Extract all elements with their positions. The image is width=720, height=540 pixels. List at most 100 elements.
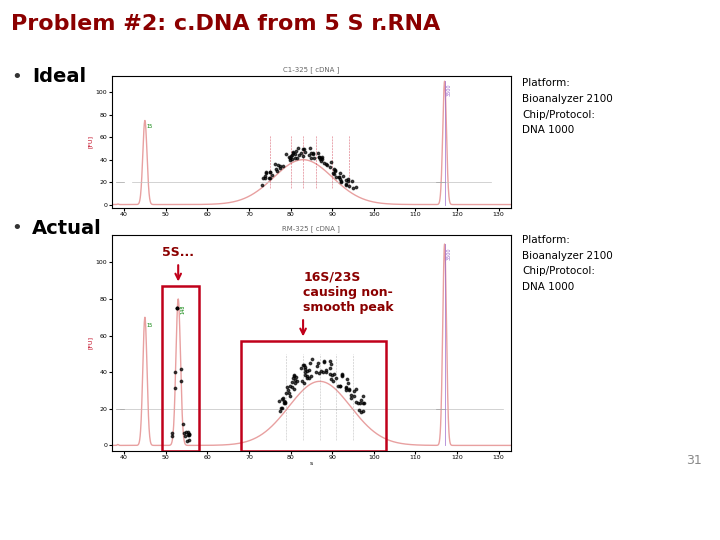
- Point: [315, 154, 326, 163]
- Point: [315, 157, 327, 166]
- Point: [277, 162, 289, 171]
- Point: [334, 382, 346, 390]
- Point: [301, 374, 312, 382]
- Point: [329, 166, 341, 174]
- Point: [284, 156, 295, 165]
- Point: [283, 388, 294, 397]
- Point: [333, 173, 345, 182]
- Point: [324, 357, 336, 366]
- Point: [175, 364, 186, 373]
- Point: [281, 382, 292, 391]
- Point: [312, 148, 324, 157]
- Point: [305, 154, 316, 163]
- Text: RM-325 [ cDNA ]: RM-325 [ cDNA ]: [282, 226, 341, 232]
- Point: [313, 153, 325, 161]
- Point: [295, 363, 307, 372]
- Point: [341, 374, 353, 383]
- Point: [280, 388, 292, 397]
- Point: [335, 178, 346, 186]
- Point: [357, 392, 369, 401]
- Text: 16S/23S
causing non-
smooth peak: 16S/23S causing non- smooth peak: [303, 271, 394, 314]
- Point: [356, 407, 368, 415]
- Point: [183, 430, 194, 438]
- Point: [343, 384, 355, 393]
- Point: [304, 365, 315, 374]
- Point: [334, 382, 346, 390]
- Point: [299, 362, 310, 371]
- Point: [335, 176, 346, 185]
- Point: [278, 397, 289, 406]
- Point: [301, 372, 312, 380]
- Point: [183, 429, 194, 438]
- Point: [325, 375, 336, 383]
- Point: [184, 436, 195, 444]
- Point: [298, 144, 310, 153]
- Point: [277, 393, 289, 402]
- Point: [166, 429, 178, 437]
- Point: [346, 176, 358, 185]
- Point: [343, 379, 354, 387]
- Point: [357, 399, 369, 407]
- Point: [350, 384, 361, 393]
- Point: [288, 372, 300, 381]
- Point: [301, 367, 312, 375]
- Point: [264, 168, 276, 177]
- Point: [345, 391, 356, 400]
- Point: [265, 168, 276, 177]
- Point: [340, 386, 351, 394]
- Point: [352, 399, 364, 407]
- Point: [355, 407, 366, 416]
- Point: [292, 153, 303, 162]
- Point: [351, 398, 362, 407]
- Point: [286, 151, 297, 159]
- Point: [178, 429, 189, 437]
- Text: Problem #2: c.DNA from 5 S r.RNA: Problem #2: c.DNA from 5 S r.RNA: [11, 14, 440, 33]
- Point: [289, 370, 300, 379]
- Point: [300, 147, 311, 156]
- Point: [336, 371, 348, 380]
- Y-axis label: [FU]: [FU]: [88, 135, 93, 148]
- Point: [289, 385, 300, 394]
- Point: [315, 154, 326, 163]
- Point: [274, 161, 286, 170]
- Y-axis label: [FU]: [FU]: [88, 336, 93, 349]
- Point: [343, 177, 354, 185]
- Text: 15: 15: [147, 124, 153, 129]
- Point: [334, 175, 346, 184]
- Point: [321, 160, 333, 169]
- Point: [340, 383, 351, 391]
- Point: [275, 404, 287, 413]
- Point: [318, 368, 329, 377]
- Point: [291, 377, 302, 386]
- Point: [318, 159, 330, 167]
- Point: [305, 358, 316, 367]
- Point: [328, 370, 340, 379]
- Point: [310, 367, 322, 376]
- Point: [271, 167, 283, 176]
- Point: [312, 359, 324, 368]
- Point: [284, 153, 296, 162]
- Point: [260, 169, 271, 178]
- Point: [273, 396, 284, 405]
- Point: [325, 360, 337, 368]
- Point: [269, 160, 281, 168]
- Point: [315, 367, 327, 376]
- Point: [297, 145, 309, 154]
- Point: [325, 369, 336, 378]
- Text: 148: 148: [180, 305, 185, 314]
- Point: [285, 152, 297, 161]
- Point: [296, 376, 307, 385]
- Point: [325, 364, 336, 373]
- Point: [259, 172, 271, 180]
- Point: [280, 150, 292, 158]
- Text: •: •: [11, 219, 22, 237]
- X-axis label: s: s: [310, 462, 313, 467]
- Point: [169, 384, 181, 393]
- Point: [342, 175, 354, 184]
- Point: [356, 395, 367, 404]
- Text: Department of Animal Science: Department of Animal Science: [546, 495, 706, 505]
- Bar: [240, 341, 387, 451]
- Point: [343, 181, 355, 190]
- Point: [282, 386, 294, 394]
- Point: [327, 376, 338, 385]
